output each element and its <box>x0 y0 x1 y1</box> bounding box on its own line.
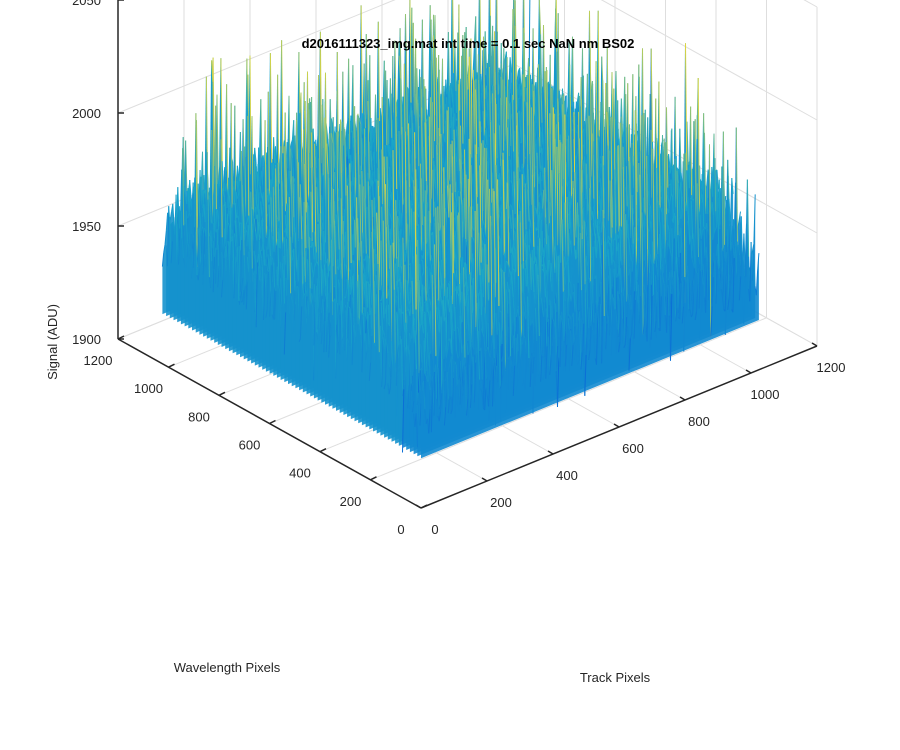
surface-segment <box>273 137 276 164</box>
surface-segment <box>185 140 188 192</box>
surface-segment <box>189 213 193 217</box>
surface-segment <box>185 210 189 247</box>
surface-segment <box>365 114 368 120</box>
surface-segment <box>452 0 455 74</box>
surface-segment <box>330 118 334 129</box>
surface-segment <box>360 5 363 114</box>
floor-grid-line-y <box>370 317 767 481</box>
surface-segment <box>187 188 190 213</box>
surface-segment <box>281 40 284 154</box>
surface-segment <box>178 228 181 265</box>
surface-layer <box>161 0 760 459</box>
wall-grid-line-z <box>600 0 818 121</box>
surface-segment <box>183 186 186 195</box>
surface-segment <box>183 224 186 227</box>
surface-segment <box>189 179 192 197</box>
surface-segment <box>451 84 454 101</box>
surface-segment <box>254 147 257 162</box>
surface-segment <box>509 57 512 73</box>
surface-segment <box>189 233 192 246</box>
surface-segment <box>169 211 172 221</box>
wall-grid-line-z <box>117 0 396 114</box>
surface-segment <box>163 244 166 253</box>
surface-segment <box>260 157 263 168</box>
surface-segment <box>200 176 203 206</box>
surface-segment <box>409 0 412 123</box>
surface-segment <box>161 252 165 267</box>
surface-segment <box>191 193 194 234</box>
surface-segment <box>166 206 170 267</box>
surface-segment <box>450 0 453 91</box>
surface-segment <box>164 230 167 245</box>
surface-segment <box>169 216 172 264</box>
surface-segment <box>472 45 475 73</box>
surface-segment <box>165 212 169 231</box>
surface-segment <box>444 85 448 95</box>
surface-segment <box>274 152 277 167</box>
surface-segment <box>290 139 293 145</box>
surface-segment <box>212 57 215 167</box>
surface-segment <box>182 148 185 237</box>
surface-segment <box>211 60 214 83</box>
surface-segment <box>479 0 482 75</box>
surface-segment <box>220 58 223 162</box>
surface-segment <box>170 241 173 264</box>
surface-segment <box>216 94 219 187</box>
surface-segment <box>209 60 213 191</box>
